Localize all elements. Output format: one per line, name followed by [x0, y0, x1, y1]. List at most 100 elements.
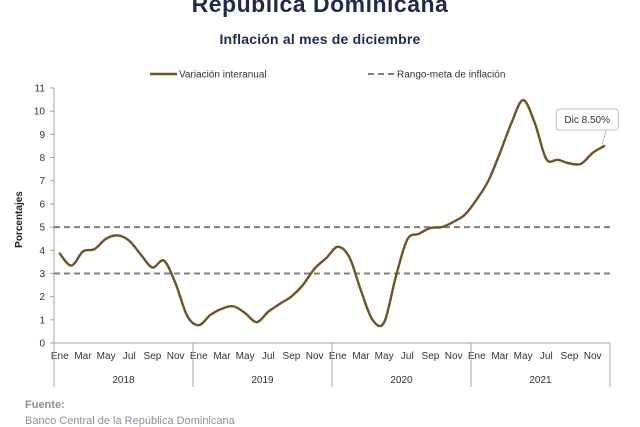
data-point: [534, 122, 536, 124]
x-tick-label: Ene: [51, 351, 69, 362]
chart-subtitle: Inflación al mes de diciembre: [219, 31, 421, 47]
data-point: [279, 303, 281, 305]
data-point: [522, 99, 524, 101]
data-point: [487, 180, 489, 182]
x-tick-label: May: [375, 351, 394, 362]
series-line-variacion-interanual: [58, 98, 606, 328]
data-point: [117, 234, 119, 236]
data-point: [128, 240, 130, 242]
data-point: [151, 266, 153, 268]
x-tick-label: Mar: [491, 351, 509, 362]
year-label: 2021: [529, 375, 552, 386]
data-point: [383, 321, 385, 323]
data-point: [499, 152, 501, 154]
data-point: [557, 159, 559, 161]
y-tick-label: 3: [39, 269, 45, 280]
data-point: [360, 290, 362, 292]
x-tick-label: May: [97, 351, 116, 362]
x-tick-label: Mar: [352, 351, 370, 362]
x-tick-label: Nov: [306, 351, 324, 362]
x-tick-label: Sep: [561, 351, 579, 362]
x-tick-label: Jul: [123, 351, 136, 362]
data-point: [94, 248, 96, 250]
x-tick-label: May: [236, 351, 255, 362]
x-tick-label: Ene: [329, 351, 347, 362]
source-label: Fuente:: [25, 399, 65, 411]
data-point: [568, 162, 570, 164]
x-tick-label: Mar: [213, 351, 231, 362]
data-point: [429, 227, 431, 229]
data-point: [337, 246, 339, 248]
data-point: [592, 152, 594, 154]
y-tick-label: 0: [39, 339, 45, 350]
y-tick-label: 1: [39, 315, 45, 326]
y-tick-label: 6: [39, 199, 45, 210]
year-label: 2020: [390, 375, 413, 386]
x-tick-label: Jul: [540, 351, 553, 362]
x-tick-label: Mar: [74, 351, 92, 362]
x-tick-label: Nov: [167, 351, 185, 362]
y-tick-label: 5: [39, 223, 45, 234]
data-point: [70, 265, 72, 267]
data-point: [140, 254, 142, 256]
data-point: [372, 319, 374, 321]
data-point: [256, 321, 258, 323]
data-point: [325, 257, 327, 259]
data-point: [580, 163, 582, 165]
y-tick-label: 11: [35, 84, 46, 95]
x-tick-label: Nov: [445, 351, 463, 362]
annotation-leader: [601, 129, 607, 145]
legend-label: Rango-meta de inflación: [397, 70, 505, 81]
x-tick-label: Jul: [401, 351, 414, 362]
legend-label: Variación interanual: [179, 70, 267, 81]
data-point: [244, 312, 246, 314]
data-point: [267, 311, 269, 313]
data-point: [395, 276, 397, 278]
x-tick-label: May: [514, 351, 533, 362]
x-tick-label: Ene: [468, 351, 486, 362]
data-point: [441, 226, 443, 228]
y-tick-label: 4: [39, 246, 45, 257]
y-axis-title: Porcentajes: [14, 191, 25, 248]
x-tick-label: Sep: [144, 351, 162, 362]
annotation-box: [555, 108, 619, 131]
data-point: [348, 256, 350, 258]
data-point: [59, 253, 61, 255]
data-point: [314, 268, 316, 270]
data-point: [476, 198, 478, 200]
x-tick-label: Sep: [422, 351, 440, 362]
source-text: Banco Central de la República Dominicana: [25, 415, 235, 427]
year-label: 2019: [251, 375, 274, 386]
chart-title: República Dominicana: [191, 0, 449, 17]
data-point: [418, 233, 420, 235]
x-tick-label: Nov: [584, 351, 602, 362]
data-point: [198, 324, 200, 326]
data-point: [233, 305, 235, 307]
y-tick-label: 10: [34, 107, 46, 118]
x-tick-label: Sep: [283, 351, 301, 362]
data-point: [209, 314, 211, 316]
y-tick-label: 9: [39, 130, 45, 141]
y-tick-label: 8: [39, 153, 45, 164]
data-point: [406, 239, 408, 241]
x-tick-label: Jul: [262, 351, 275, 362]
data-point: [545, 158, 547, 160]
data-point: [511, 122, 513, 124]
data-point: [175, 283, 177, 285]
data-point: [82, 250, 84, 252]
data-point: [464, 213, 466, 215]
data-point: [453, 221, 455, 223]
data-point: [290, 295, 292, 297]
data-point: [603, 145, 605, 147]
data-point: [186, 315, 188, 317]
y-tick-label: 2: [39, 292, 45, 303]
data-point: [221, 308, 223, 310]
data-point: [105, 238, 107, 240]
data-point: [163, 260, 165, 262]
x-tick-label: Ene: [190, 351, 208, 362]
data-point: [302, 284, 304, 286]
year-label: 2018: [112, 375, 135, 386]
y-tick-label: 7: [39, 176, 45, 187]
annotation-label: Dic 8.50%: [564, 115, 610, 126]
inflation-chart: 0 1 2 3 4 5 6 7 8 9 10 11 Porcentajes Ene Mar May Jul Sep…: [14, 70, 619, 387]
